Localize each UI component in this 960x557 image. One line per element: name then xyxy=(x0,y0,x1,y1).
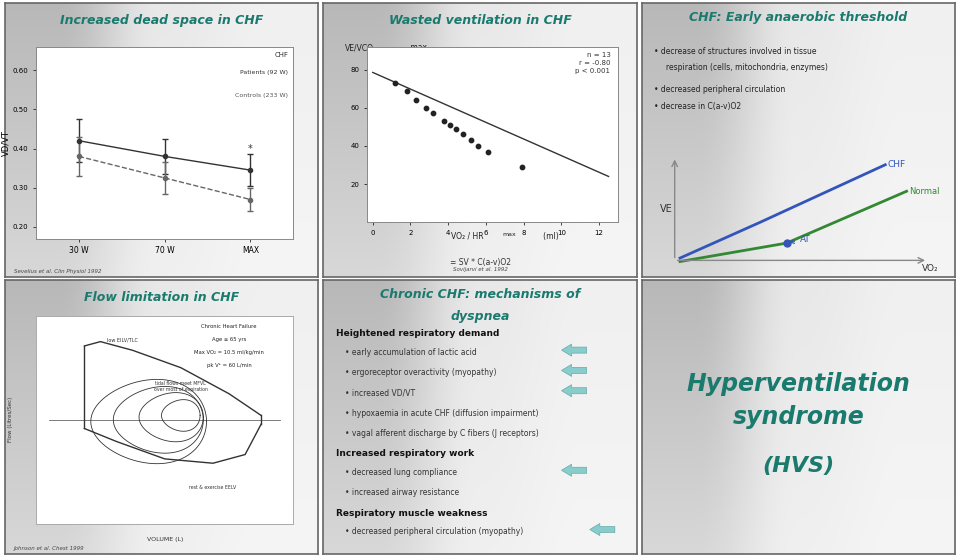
Point xyxy=(480,147,495,156)
Text: *: * xyxy=(248,144,252,154)
Text: VE: VE xyxy=(660,203,673,213)
Point xyxy=(437,116,452,125)
Text: AT: AT xyxy=(791,235,810,244)
Text: Wasted ventilation in CHF: Wasted ventilation in CHF xyxy=(389,14,571,27)
Text: CHF: Early anaerobic threshold: CHF: Early anaerobic threshold xyxy=(689,11,907,24)
Point xyxy=(388,79,403,87)
Text: • ergoreceptor overactivity (myopathy): • ergoreceptor overactivity (myopathy) xyxy=(346,368,496,377)
Text: Respiratory muscle weakness: Respiratory muscle weakness xyxy=(336,509,488,517)
Text: VO₂ / HR: VO₂ / HR xyxy=(451,232,484,241)
Text: Chronic CHF: mechanisms of: Chronic CHF: mechanisms of xyxy=(380,288,580,301)
Text: • early accumulation of lactic acid: • early accumulation of lactic acid xyxy=(346,348,477,357)
Text: Controls (233 W): Controls (233 W) xyxy=(235,93,288,98)
Text: max: max xyxy=(502,232,516,237)
Text: Chronic Heart Failure: Chronic Heart Failure xyxy=(202,324,256,329)
Text: 2: 2 xyxy=(400,47,403,52)
Point xyxy=(463,136,478,145)
Text: • decreased peripheral circulation (myopathy): • decreased peripheral circulation (myop… xyxy=(346,527,523,536)
Text: • decrease of structures involved in tissue: • decrease of structures involved in tis… xyxy=(654,47,817,56)
Text: CHF: CHF xyxy=(888,160,906,169)
Polygon shape xyxy=(562,464,587,476)
Text: Flow limitation in CHF: Flow limitation in CHF xyxy=(84,291,239,304)
Point xyxy=(515,163,530,172)
Text: respiration (cells, mitochondria, enzymes): respiration (cells, mitochondria, enzyme… xyxy=(654,63,828,72)
Text: pk Vᵇ = 60 L/min: pk Vᵇ = 60 L/min xyxy=(206,363,252,368)
Text: Normal: Normal xyxy=(909,187,940,196)
Text: max: max xyxy=(408,43,427,52)
Text: low EILV/TLC: low EILV/TLC xyxy=(107,338,137,342)
Text: • vagal afferent discharge by C fibers (J receptors): • vagal afferent discharge by C fibers (… xyxy=(346,429,539,438)
Text: Sovijarvi et al. 1992: Sovijarvi et al. 1992 xyxy=(452,267,508,272)
Polygon shape xyxy=(562,364,587,377)
Text: dyspnea: dyspnea xyxy=(450,310,510,323)
Text: • increased airway resistance: • increased airway resistance xyxy=(346,488,459,497)
Text: Patients (92 W): Patients (92 W) xyxy=(240,70,288,75)
Text: Heightened respiratory demand: Heightened respiratory demand xyxy=(336,329,499,338)
Point xyxy=(418,103,433,112)
Text: (ml): (ml) xyxy=(537,232,559,241)
Text: = SV * C(a-v)O2: = SV * C(a-v)O2 xyxy=(449,258,511,267)
Polygon shape xyxy=(562,344,587,356)
Text: Age ≥ 65 yrs: Age ≥ 65 yrs xyxy=(212,338,246,342)
Text: • decreased lung compliance: • decreased lung compliance xyxy=(346,468,457,477)
Text: Increased respiratory work: Increased respiratory work xyxy=(336,449,474,458)
Text: Sevelius et al. Clin Physiol 1992: Sevelius et al. Clin Physiol 1992 xyxy=(14,270,102,275)
Text: Johnson et al. Chest 1999: Johnson et al. Chest 1999 xyxy=(14,546,84,551)
Text: VO₂: VO₂ xyxy=(923,264,939,273)
Text: VE/VCO: VE/VCO xyxy=(346,43,374,52)
Text: CHF: CHF xyxy=(275,52,288,58)
Point xyxy=(443,120,458,129)
Point xyxy=(456,130,471,139)
Text: • decreased peripheral circulation: • decreased peripheral circulation xyxy=(654,85,785,94)
Point xyxy=(408,96,423,105)
Text: syndrome: syndrome xyxy=(732,405,864,429)
Polygon shape xyxy=(562,385,587,397)
Text: • decrease in C(a-v)O2: • decrease in C(a-v)O2 xyxy=(654,101,741,110)
Y-axis label: VD/VT: VD/VT xyxy=(1,130,10,155)
Text: tidal flows meet MFVL
over most of expiration: tidal flows meet MFVL over most of expir… xyxy=(154,380,207,392)
Point xyxy=(448,124,464,133)
Point xyxy=(399,86,415,95)
Text: Flow (Litres/Sec): Flow (Litres/Sec) xyxy=(8,397,12,442)
Text: Increased dead space in CHF: Increased dead space in CHF xyxy=(60,14,263,27)
Text: • hypoxaemia in acute CHF (diffusion impairment): • hypoxaemia in acute CHF (diffusion imp… xyxy=(346,409,539,418)
Text: rest & exercise EELV: rest & exercise EELV xyxy=(189,485,236,490)
Polygon shape xyxy=(589,524,614,536)
Text: Hyperventilation: Hyperventilation xyxy=(686,372,910,396)
Text: (HVS): (HVS) xyxy=(762,456,834,476)
Point xyxy=(425,109,441,118)
Text: • increased VD/VT: • increased VD/VT xyxy=(346,389,416,398)
Text: n = 13
r = -0.80
p < 0.001: n = 13 r = -0.80 p < 0.001 xyxy=(575,52,611,74)
Text: Max VO₂ = 10.5 ml/kg/min: Max VO₂ = 10.5 ml/kg/min xyxy=(194,350,264,355)
Text: VOLUME (L): VOLUME (L) xyxy=(147,537,183,542)
Point xyxy=(470,141,486,150)
